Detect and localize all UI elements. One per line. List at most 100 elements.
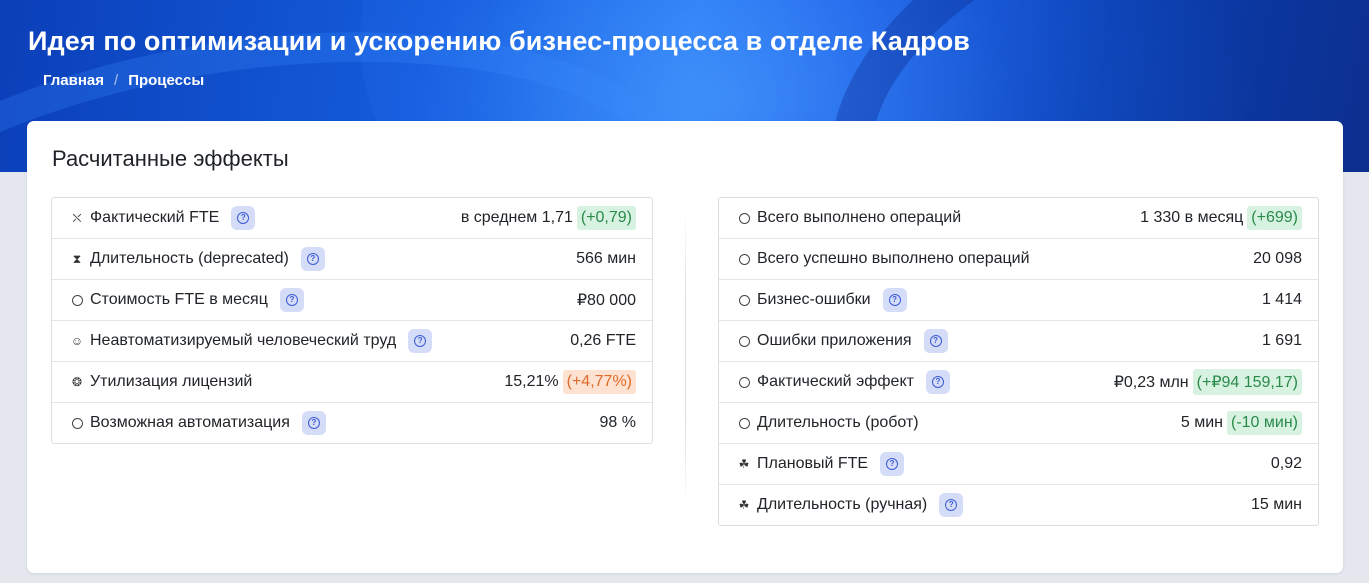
circle-icon xyxy=(737,335,751,347)
metric-value: 1 414 xyxy=(1261,291,1302,308)
circle-icon xyxy=(737,376,751,388)
circle-icon xyxy=(737,294,751,306)
circle-icon xyxy=(737,212,751,224)
metric-row: ⛌ Фактический FTE? в среднем 1,71 (+0,79) xyxy=(52,198,652,238)
metric-delta-badge: (+0,79) xyxy=(576,206,636,230)
fte-icon: ⛌ xyxy=(72,210,82,225)
metric-label-group: ☘ Плановый FTE? xyxy=(737,452,905,476)
metric-label: Утилизация лицензий xyxy=(90,373,253,390)
metric-label: Ошибки приложения xyxy=(757,332,912,349)
breadcrumb-separator: / xyxy=(114,72,119,89)
metric-value: 20 098 xyxy=(1253,250,1302,267)
effects-card: Расчитанные эффекты ⛌ Фактический FTE? в с… xyxy=(27,121,1343,573)
metric-value-group: 0,92 xyxy=(1271,455,1302,473)
metric-value: 0,26 FTE xyxy=(570,332,636,349)
metric-row: ❂ Утилизация лицензий 15,21% (+4,77%) xyxy=(52,361,652,402)
circle-icon xyxy=(70,417,84,429)
help-icon[interactable]: ? xyxy=(923,329,948,353)
breadcrumb: Главная / Процессы xyxy=(43,72,204,89)
metric-value: 98 % xyxy=(599,414,636,431)
metric-label: Длительность (ручная) xyxy=(757,496,928,513)
metric-label-group: ⛌ Фактический FTE? xyxy=(70,206,256,230)
metric-label-group: ☘ Длительность (ручная)? xyxy=(737,493,964,517)
breadcrumb-processes-link[interactable]: Процессы xyxy=(128,72,205,89)
metric-value: 15 мин xyxy=(1250,496,1302,513)
metric-value: в среднем 1,71 xyxy=(460,209,573,226)
metric-row: ☺ Неавтоматизируемый человеческий труд? 0,… xyxy=(52,320,652,361)
help-icon[interactable]: ? xyxy=(231,206,256,230)
metric-label-group: Фактический эффект? xyxy=(737,370,950,394)
metric-row: Фактический эффект? ₽0,23 млн (+₽94 159,17… xyxy=(719,361,1318,402)
metric-label-group: Стоимость FTE в месяц? xyxy=(70,288,304,312)
help-icon[interactable]: ? xyxy=(925,370,950,394)
column-divider xyxy=(685,209,686,509)
metric-row: Всего успешно выполнено операций 20 098 xyxy=(719,238,1318,279)
metric-label-group: Длительность (робот) xyxy=(737,414,919,432)
metric-value: 15,21% xyxy=(504,373,559,390)
metric-row: Ошибки приложения? 1 691 xyxy=(719,320,1318,361)
metric-label: Всего выполнено операций xyxy=(757,209,962,226)
license-icon: ❂ xyxy=(71,375,83,389)
help-icon[interactable]: ? xyxy=(880,452,905,476)
metric-row: Длительность (робот) 5 мин (-10 мин) xyxy=(719,402,1318,443)
team-icon: ☘ xyxy=(738,498,750,512)
metric-label: Длительность (робот) xyxy=(757,414,919,431)
metric-row: Возможная автоматизация? 98 % xyxy=(52,402,652,443)
metric-label-group: Всего успешно выполнено операций xyxy=(737,250,1030,268)
metric-value-group: 15,21% (+4,77%) xyxy=(504,370,636,394)
metric-label: Неавтоматизируемый человеческий труд xyxy=(90,332,397,349)
metric-label: Возможная автоматизация xyxy=(90,414,290,431)
metric-row: ☘ Плановый FTE? 0,92 xyxy=(719,443,1318,484)
metric-delta-badge: (+699) xyxy=(1247,206,1302,230)
metric-value-group: 5 мин (-10 мин) xyxy=(1181,411,1302,435)
help-icon[interactable]: ? xyxy=(408,329,433,353)
smile-icon: ☺ xyxy=(70,334,84,348)
metric-value-group: 15 мин xyxy=(1251,496,1302,514)
metric-value-group: ₽80 000 xyxy=(577,290,636,310)
metric-row: Бизнес-ошибки? 1 414 xyxy=(719,279,1318,320)
metric-delta-badge: (+₽94 159,17) xyxy=(1192,369,1302,395)
metric-row: ⧗ Длительность (deprecated)? 566 мин xyxy=(52,238,652,279)
metric-label: Всего успешно выполнено операций xyxy=(757,250,1030,267)
metric-value-group: 1 414 xyxy=(1262,291,1302,309)
metric-value: ₽0,23 млн xyxy=(1113,374,1189,391)
help-icon[interactable]: ? xyxy=(279,288,304,312)
help-icon[interactable]: ? xyxy=(300,247,325,271)
metric-value-group: 566 мин xyxy=(576,250,636,268)
metric-value-group: ₽0,23 млн (+₽94 159,17) xyxy=(1114,369,1302,395)
metric-value: 1 330 в месяц xyxy=(1140,209,1244,226)
help-icon[interactable]: ? xyxy=(882,288,907,312)
circle-icon xyxy=(70,294,84,306)
metric-value: 0,92 xyxy=(1270,455,1302,472)
right-metrics-list: Всего выполнено операций 1 330 в месяц (+6… xyxy=(718,197,1319,526)
metric-row: ☘ Длительность (ручная)? 15 мин xyxy=(719,484,1318,525)
metric-label: Фактический FTE xyxy=(90,209,220,226)
help-icon[interactable]: ? xyxy=(301,411,326,435)
metric-value: 5 мин xyxy=(1180,414,1223,431)
metric-value: 1 691 xyxy=(1261,332,1302,349)
metric-label: Стоимость FTE в месяц xyxy=(90,291,268,308)
team-icon: ☘ xyxy=(738,457,750,471)
page-title: Идея по оптимизации и ускорению бизнес-п… xyxy=(28,26,970,56)
metric-label: Плановый FTE xyxy=(757,455,869,472)
circle-icon xyxy=(737,417,751,429)
metric-label-group: ☺ Неавтоматизируемый человеческий труд? xyxy=(70,329,433,353)
metric-row: Всего выполнено операций 1 330 в месяц (+6… xyxy=(719,198,1318,238)
metric-label: Бизнес-ошибки xyxy=(757,291,871,308)
metric-label: Фактический эффект xyxy=(757,373,914,390)
metric-value-group: 20 098 xyxy=(1253,250,1302,268)
metric-value-group: в среднем 1,71 (+0,79) xyxy=(461,206,636,230)
metric-row: Стоимость FTE в месяц? ₽80 000 xyxy=(52,279,652,320)
help-icon[interactable]: ? xyxy=(939,493,964,517)
breadcrumb-home-link[interactable]: Главная xyxy=(43,72,105,89)
metric-label-group: ⧗ Длительность (deprecated)? xyxy=(70,247,325,271)
metric-value-group: 1 330 в месяц (+699) xyxy=(1140,206,1302,230)
metric-label-group: Всего выполнено операций xyxy=(737,209,961,227)
metric-value: ₽80 000 xyxy=(576,292,636,309)
circle-icon xyxy=(737,253,751,265)
left-metrics-list: ⛌ Фактический FTE? в среднем 1,71 (+0,79) ⧗ Д… xyxy=(51,197,653,444)
card-title: Расчитанные эффекты xyxy=(52,146,289,171)
metric-label-group: Ошибки приложения? xyxy=(737,329,948,353)
metric-label-group: Бизнес-ошибки? xyxy=(737,288,907,312)
hourglass-icon: ⧗ xyxy=(72,251,82,266)
